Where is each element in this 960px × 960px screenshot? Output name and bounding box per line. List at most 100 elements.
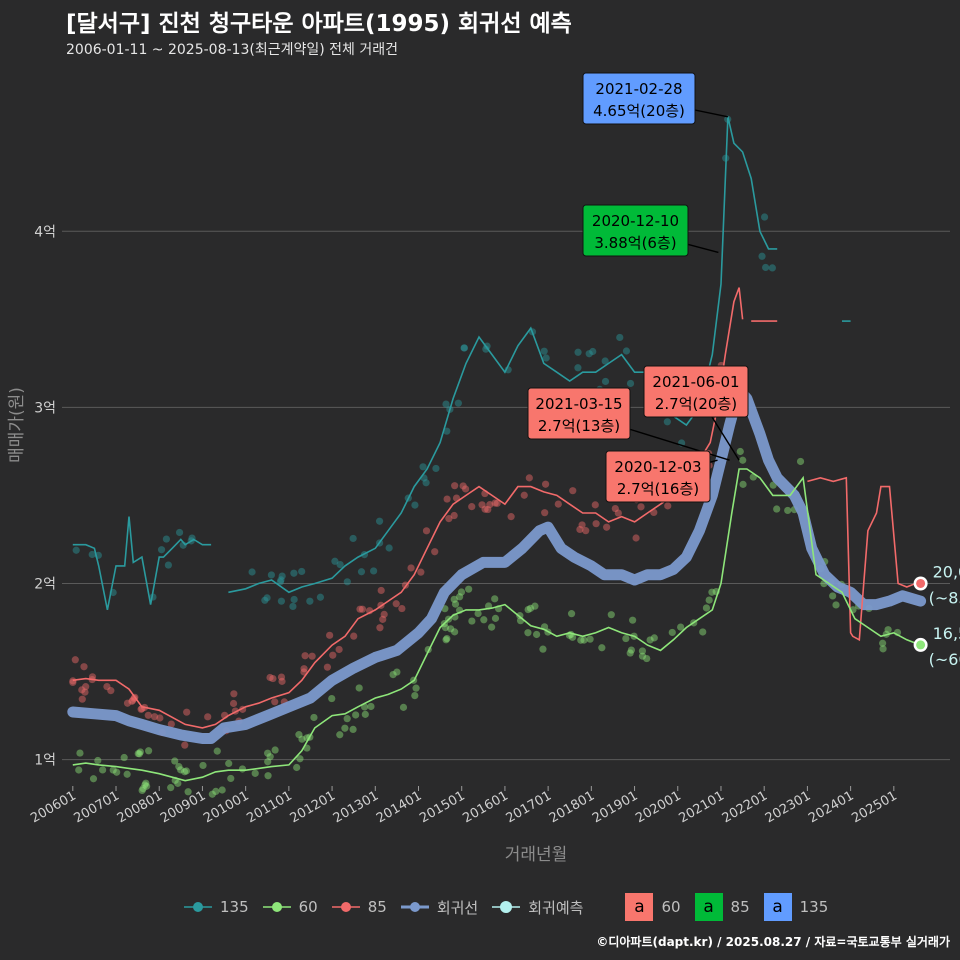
scatter-point — [389, 671, 397, 679]
series-line-135b — [228, 116, 778, 594]
scatter-point — [637, 503, 645, 511]
scatter-point — [350, 632, 358, 640]
x-tick-label: 202201 — [720, 788, 770, 826]
annotation-box — [605, 450, 711, 503]
scatter-point — [208, 790, 216, 798]
scatter-point — [212, 787, 220, 796]
scatter-point — [480, 616, 488, 624]
scatter-point — [316, 593, 325, 601]
legend-item-regression: 회귀선 — [400, 897, 478, 918]
scatter-point — [301, 652, 309, 660]
scatter-point — [632, 534, 640, 542]
scatter-point — [520, 491, 528, 499]
y-tick-label: 1억 — [34, 753, 56, 769]
scatter-point — [447, 625, 455, 633]
scatter-point — [399, 703, 408, 711]
scatter-point — [134, 749, 142, 758]
legend-box-85: a 85 — [694, 893, 750, 921]
scatter-point — [422, 527, 431, 535]
scatter-point — [491, 614, 500, 622]
scatter-point — [450, 511, 458, 520]
scatter-point — [460, 344, 469, 352]
scatter-point — [758, 252, 766, 260]
scatter-point — [739, 456, 747, 464]
scatter-point — [266, 753, 274, 761]
scatter-point — [422, 479, 430, 487]
scatter-point — [72, 546, 80, 554]
legend-box-135-label: 135 — [799, 898, 829, 916]
scatter-point — [451, 482, 459, 490]
scatter-point — [601, 377, 610, 386]
scatter-point — [326, 631, 334, 639]
scatter-point — [293, 763, 301, 772]
legend-key-regression-icon — [400, 902, 429, 912]
scatter-point — [616, 333, 624, 342]
scatter-point — [392, 600, 400, 608]
scatter-point — [622, 347, 631, 355]
scatter-point — [582, 527, 590, 535]
scatter-point — [227, 774, 235, 783]
scatter-point — [493, 499, 501, 507]
scatter-point — [589, 347, 597, 356]
annotation-price: 2.7억(16층) — [617, 480, 699, 498]
scatter-point — [276, 578, 284, 586]
scatter-point — [468, 503, 476, 511]
scatter-point — [507, 513, 515, 521]
scatter-point — [773, 505, 781, 513]
scatter-point — [295, 731, 303, 739]
y-tick-label: 4억 — [34, 224, 56, 240]
scatter-point — [120, 753, 128, 762]
scatter-point — [451, 600, 460, 608]
scatter-point — [708, 588, 716, 596]
x-tick-label: 200801 — [115, 788, 165, 826]
scatter-point — [123, 770, 131, 778]
x-tick-label: 201101 — [244, 788, 294, 826]
scatter-point — [526, 604, 535, 612]
scatter-point — [298, 567, 306, 576]
regression-line — [67, 384, 927, 744]
scatter-point — [385, 544, 393, 552]
annotation-date: 2021-03-15 — [535, 395, 622, 413]
scatter-point — [586, 635, 594, 643]
scatter-point — [328, 694, 336, 703]
scatter-point — [71, 656, 79, 664]
scatter-point — [199, 761, 207, 770]
series-line-60 — [72, 468, 921, 782]
scatter-point — [370, 567, 378, 575]
annotation-date: 2021-02-28 — [595, 80, 682, 98]
scatter-point — [491, 499, 499, 507]
scatter-point — [123, 699, 132, 707]
scatter-point — [175, 763, 183, 771]
scatter-point — [643, 654, 651, 663]
scatter-point — [457, 588, 466, 596]
scatter-point — [461, 485, 470, 493]
scatter-point — [622, 634, 630, 643]
scatter-point — [629, 616, 637, 624]
x-tick-label: 201001 — [201, 788, 251, 826]
scatter-point — [739, 480, 747, 488]
scatter-point — [230, 690, 238, 698]
series-line-135 — [72, 516, 212, 611]
scatter-point — [323, 663, 332, 671]
scatter-point — [451, 628, 459, 636]
scatter-point — [357, 568, 366, 576]
scatter-point — [376, 624, 384, 632]
scatter-point — [277, 597, 286, 605]
scatter-point — [585, 350, 593, 358]
x-axis-title: 거래년월 — [505, 845, 568, 865]
scatter-point — [411, 691, 419, 700]
annotation-price: 2.7억(20층) — [655, 395, 737, 413]
x-tick-label: 201901 — [590, 788, 640, 826]
scatter-point — [567, 610, 576, 618]
scatter-point — [705, 596, 713, 604]
scatter-point — [419, 463, 427, 471]
scatter-point — [663, 418, 671, 426]
scatter-point — [267, 571, 276, 579]
scatter-point — [238, 765, 247, 773]
scatter-point — [308, 652, 316, 660]
scatter-point — [702, 604, 711, 612]
scatter-point — [607, 611, 615, 619]
scatter-point — [379, 615, 387, 623]
series-line-85b — [807, 476, 921, 642]
